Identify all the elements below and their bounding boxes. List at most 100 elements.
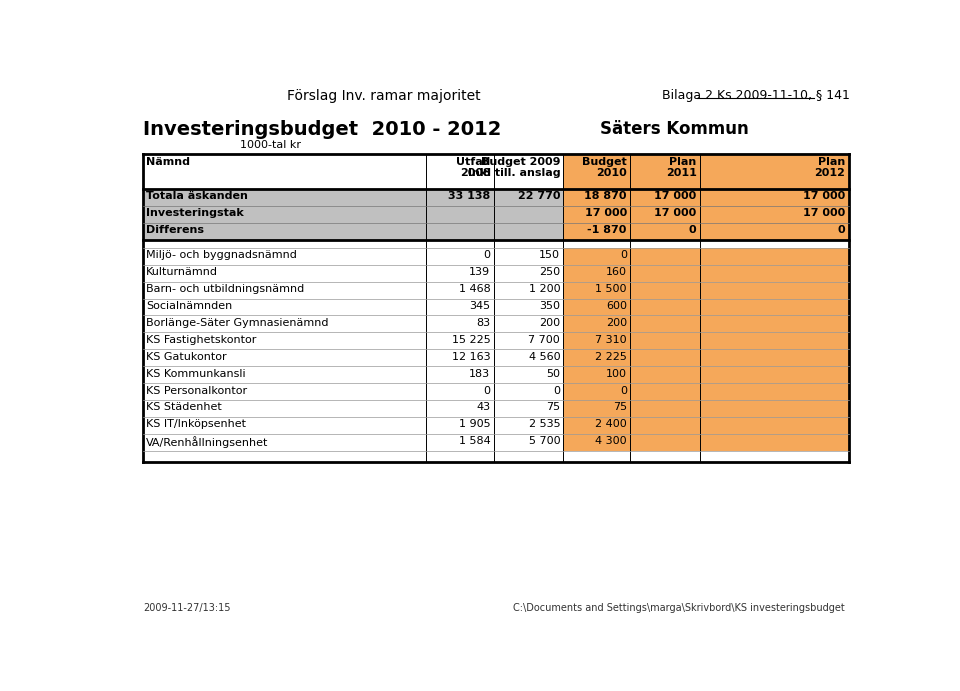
Text: 1000-tal kr: 1000-tal kr <box>240 140 301 150</box>
Text: 0: 0 <box>689 225 697 236</box>
Text: Investeringstak: Investeringstak <box>146 209 244 218</box>
Text: 2 535: 2 535 <box>529 419 561 429</box>
Text: 83: 83 <box>476 318 491 328</box>
Text: 139: 139 <box>469 267 491 277</box>
Text: 1 584: 1 584 <box>459 436 491 446</box>
Text: 0: 0 <box>620 386 627 395</box>
Text: 17 000: 17 000 <box>655 209 697 218</box>
Bar <box>700 417 849 434</box>
Text: Nämnd: Nämnd <box>146 157 190 167</box>
Text: KS Fastighetskontor: KS Fastighetskontor <box>146 334 256 345</box>
Text: Barn- och utbildningsnämnd: Barn- och utbildningsnämnd <box>146 284 304 294</box>
Bar <box>564 223 630 240</box>
Bar <box>630 316 700 332</box>
Bar <box>700 223 849 240</box>
Text: 22 770: 22 770 <box>517 191 561 202</box>
Text: 2 225: 2 225 <box>595 352 627 361</box>
Text: KS Kommunkansli: KS Kommunkansli <box>146 368 246 379</box>
Text: 600: 600 <box>606 301 627 311</box>
Bar <box>564 265 630 281</box>
Bar <box>700 265 849 281</box>
Bar <box>630 434 700 451</box>
Text: 0: 0 <box>484 386 491 395</box>
Text: KS Städenhet: KS Städenhet <box>146 402 222 413</box>
Text: 160: 160 <box>606 267 627 277</box>
Text: 250: 250 <box>540 267 561 277</box>
Bar <box>700 332 849 350</box>
Bar <box>700 281 849 299</box>
Bar <box>700 206 849 223</box>
Text: Kulturnämnd: Kulturnämnd <box>146 267 218 277</box>
Bar <box>564 434 630 451</box>
Bar <box>564 206 630 223</box>
Bar <box>700 189 849 206</box>
Text: Plan
2011: Plan 2011 <box>665 157 697 178</box>
Bar <box>143 316 564 332</box>
Bar <box>143 265 564 281</box>
Bar <box>564 400 630 417</box>
Bar <box>630 247 700 265</box>
Bar <box>143 350 564 366</box>
Text: 100: 100 <box>606 368 627 379</box>
Text: 200: 200 <box>606 318 627 328</box>
Bar <box>700 384 849 400</box>
Bar <box>700 350 849 366</box>
Text: Förslag Inv. ramar majoritet: Förslag Inv. ramar majoritet <box>287 89 480 103</box>
Bar <box>564 281 630 299</box>
Bar <box>700 299 849 316</box>
Text: 17 000: 17 000 <box>655 191 697 202</box>
Bar <box>630 332 700 350</box>
Bar <box>700 400 849 417</box>
Text: 2 400: 2 400 <box>595 419 627 429</box>
Text: 0: 0 <box>484 250 491 260</box>
Text: 345: 345 <box>469 301 491 311</box>
Bar <box>700 366 849 384</box>
Text: -1 870: -1 870 <box>588 225 627 236</box>
Text: 4 560: 4 560 <box>529 352 561 361</box>
Text: 15 225: 15 225 <box>452 334 491 345</box>
Bar <box>630 400 700 417</box>
Text: Borlänge-Säter Gymnasienämnd: Borlänge-Säter Gymnasienämnd <box>146 318 329 328</box>
Bar <box>564 417 630 434</box>
Text: 183: 183 <box>469 368 491 379</box>
Text: Miljö- och byggnadsnämnd: Miljö- och byggnadsnämnd <box>146 250 298 260</box>
Bar <box>630 154 700 189</box>
Bar <box>630 417 700 434</box>
Text: 12 163: 12 163 <box>452 352 491 361</box>
Text: 17 000: 17 000 <box>585 209 627 218</box>
Text: 1 905: 1 905 <box>459 419 491 429</box>
Bar <box>630 265 700 281</box>
Text: 17 000: 17 000 <box>804 191 846 202</box>
Text: 17 000: 17 000 <box>804 209 846 218</box>
Text: Plan
2012: Plan 2012 <box>814 157 846 178</box>
Text: Budget
2010: Budget 2010 <box>582 157 627 178</box>
Text: 43: 43 <box>476 402 491 413</box>
Text: VA/Renhållningsenhet: VA/Renhållningsenhet <box>146 436 269 448</box>
Text: 200: 200 <box>540 318 561 328</box>
Bar <box>564 316 630 332</box>
Text: Budget 2009
Inkl till. anslag: Budget 2009 Inkl till. anslag <box>468 157 561 178</box>
Text: C:\Documents and Settings\marga\Skrivbord\KS investeringsbudget: C:\Documents and Settings\marga\Skrivbor… <box>513 603 845 614</box>
Text: 7 700: 7 700 <box>528 334 561 345</box>
Text: 4 300: 4 300 <box>595 436 627 446</box>
Text: 1 468: 1 468 <box>459 284 491 294</box>
Bar <box>700 316 849 332</box>
Bar <box>564 332 630 350</box>
Text: 150: 150 <box>540 250 561 260</box>
Bar <box>630 206 700 223</box>
Bar <box>143 189 849 206</box>
Bar <box>700 247 849 265</box>
Text: 1 500: 1 500 <box>595 284 627 294</box>
Text: Socialnämnden: Socialnämnden <box>146 301 232 311</box>
Text: Differens: Differens <box>146 225 204 236</box>
Text: 0: 0 <box>838 225 846 236</box>
Bar <box>143 247 564 265</box>
Text: 5 700: 5 700 <box>529 436 561 446</box>
Bar <box>564 154 630 189</box>
Bar <box>564 350 630 366</box>
Bar <box>630 350 700 366</box>
Text: KS Gatukontor: KS Gatukontor <box>146 352 227 361</box>
Bar <box>564 299 630 316</box>
Text: 0: 0 <box>620 250 627 260</box>
Bar <box>143 384 564 400</box>
